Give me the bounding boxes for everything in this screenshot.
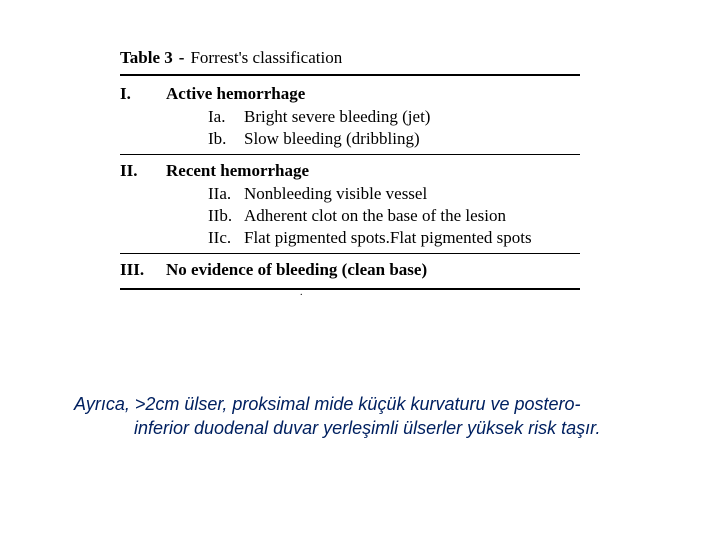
classification-table: Table 3 - Forrest's classification I. Ac… [120, 48, 580, 296]
sub-label: IIa. [208, 184, 244, 204]
sub-label: IIc. [208, 228, 244, 248]
sub-text: Nonbleeding visible vessel [244, 184, 427, 204]
table-title: Forrest's classification [190, 48, 342, 68]
caption-line-2: inferior duodenal duvar yerleşimli ülser… [74, 416, 670, 440]
roman-numeral: III. [120, 260, 166, 280]
caption-text: Ayrıca, >2cm ülser, proksimal mide küçük… [74, 392, 670, 441]
sub-label: Ia. [208, 107, 244, 127]
sub-row: IIb. Adherent clot on the base of the le… [120, 205, 580, 227]
category-heading: Recent hemorrhage [166, 161, 309, 181]
footnote-dot: . [120, 290, 580, 296]
roman-numeral: II. [120, 161, 166, 181]
rule-mid [120, 154, 580, 155]
sub-label: IIb. [208, 206, 244, 226]
table-label: Table 3 [120, 48, 173, 68]
sub-row: Ia. Bright severe bleeding (jet) [120, 106, 580, 128]
sub-row: IIa. Nonbleeding visible vessel [120, 183, 580, 205]
category-row: I. Active hemorrhage [120, 82, 580, 106]
category-row: II. Recent hemorrhage [120, 159, 580, 183]
sub-text: Bright severe bleeding (jet) [244, 107, 430, 127]
rule-mid [120, 253, 580, 254]
category-heading: Active hemorrhage [166, 84, 305, 104]
table-label-sep: - [179, 48, 185, 68]
category-row: III. No evidence of bleeding (clean base… [120, 258, 580, 282]
rule-top [120, 74, 580, 76]
sub-text: Adherent clot on the base of the lesion [244, 206, 506, 226]
table-title-row: Table 3 - Forrest's classification [120, 48, 580, 72]
sub-text: Slow bleeding (dribbling) [244, 129, 420, 149]
sub-row: IIc. Flat pigmented spots.Flat pigmented… [120, 227, 580, 249]
sub-label: Ib. [208, 129, 244, 149]
page: Table 3 - Forrest's classification I. Ac… [0, 0, 720, 540]
category-heading: No evidence of bleeding (clean base) [166, 260, 427, 280]
roman-numeral: I. [120, 84, 166, 104]
sub-text: Flat pigmented spots.Flat pigmented spot… [244, 228, 532, 248]
caption-line-1: Ayrıca, >2cm ülser, proksimal mide küçük… [74, 394, 581, 414]
sub-row: Ib. Slow bleeding (dribbling) [120, 128, 580, 150]
